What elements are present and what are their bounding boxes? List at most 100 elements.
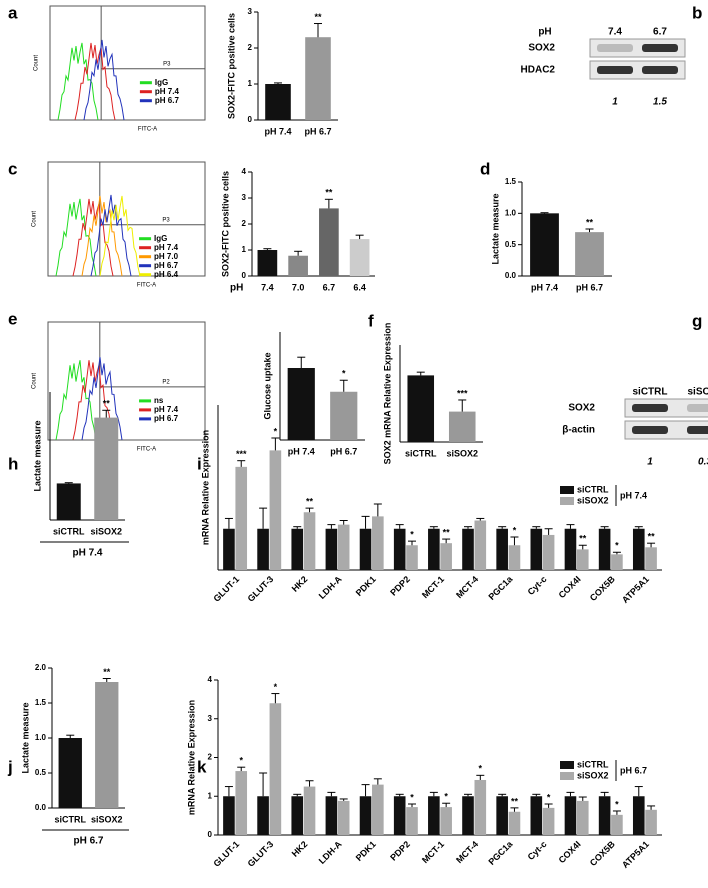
group-label: pH 6.7 bbox=[73, 836, 103, 847]
significance: ** bbox=[579, 534, 587, 544]
significance: * bbox=[239, 756, 243, 766]
y-tick-label: 2 bbox=[242, 219, 247, 228]
bar bbox=[611, 814, 623, 835]
y-axis-label: mRNA Relative Expression bbox=[200, 430, 210, 545]
y-tick-label: 1.5 bbox=[35, 698, 47, 707]
bar bbox=[372, 516, 384, 570]
y-tick-label: 1 bbox=[242, 245, 247, 254]
x-tick-label: 7.0 bbox=[292, 282, 305, 292]
x-tick-label: pH 6.7 bbox=[576, 282, 603, 292]
x-tick-label: 6.4 bbox=[353, 282, 366, 292]
bar bbox=[530, 528, 543, 570]
quantification: 1 bbox=[647, 457, 653, 468]
bar bbox=[359, 796, 372, 835]
significance: * bbox=[444, 792, 448, 802]
legend-label: pH 6.4 bbox=[154, 270, 179, 279]
significance: * bbox=[547, 792, 551, 802]
gate-label: P3 bbox=[162, 217, 170, 223]
y-axis-label: Lactate measure bbox=[20, 702, 30, 773]
bar bbox=[462, 796, 474, 835]
bar bbox=[303, 512, 316, 570]
y-tick-label: 1 bbox=[208, 791, 213, 800]
bar bbox=[393, 796, 406, 835]
bar bbox=[393, 528, 406, 570]
legend-label: siSOX2 bbox=[577, 770, 609, 780]
panel-label: d bbox=[480, 159, 490, 178]
bar bbox=[428, 796, 440, 835]
bar bbox=[58, 738, 82, 808]
bar bbox=[645, 809, 657, 835]
bar bbox=[576, 800, 589, 835]
x-tick-label: 7.4 bbox=[261, 282, 274, 292]
bar bbox=[291, 796, 304, 835]
panel-label: b bbox=[692, 3, 702, 22]
bar bbox=[235, 771, 248, 835]
bar bbox=[288, 255, 308, 276]
x-tick-label: COX4I bbox=[557, 574, 583, 600]
histogram-curve bbox=[72, 360, 114, 441]
bar bbox=[56, 483, 81, 520]
legend-label: IgG bbox=[154, 234, 167, 243]
significance: ** bbox=[314, 12, 322, 22]
significance: * bbox=[615, 799, 619, 809]
x-tick-label: COX4I bbox=[557, 839, 583, 865]
bar bbox=[496, 796, 508, 835]
significance: ** bbox=[103, 399, 111, 409]
bar bbox=[598, 796, 611, 835]
y-axis-label: SOX2 mRNA Relative Expression bbox=[382, 323, 392, 465]
y-axis-label: Count bbox=[34, 55, 40, 71]
bar bbox=[611, 554, 623, 570]
row-label: SOX2 bbox=[528, 43, 555, 54]
bar bbox=[330, 391, 358, 440]
bar bbox=[474, 779, 487, 835]
y-tick-label: 0 bbox=[208, 830, 213, 839]
bar bbox=[440, 543, 452, 570]
bar bbox=[223, 528, 235, 570]
row-label: β-actin bbox=[562, 425, 595, 436]
legend-label: pH 7.0 bbox=[154, 252, 179, 261]
x-tick-label: LDH-A bbox=[317, 839, 344, 866]
panel-label: e bbox=[8, 309, 17, 328]
significance: ** bbox=[306, 497, 314, 507]
x-axis-label: FITC-A bbox=[138, 127, 157, 133]
y-axis-label: SOX2-FITC positive cells bbox=[226, 13, 236, 119]
legend-label: IgG bbox=[155, 78, 168, 87]
x-tick-label: siSOX2 bbox=[90, 526, 122, 536]
significance: ** bbox=[648, 532, 656, 542]
bar bbox=[269, 703, 282, 835]
bar bbox=[530, 213, 559, 276]
significance: * bbox=[410, 792, 414, 802]
blot-band bbox=[687, 404, 708, 412]
x-axis-label: FITC-A bbox=[137, 283, 156, 289]
bar bbox=[406, 545, 418, 570]
panel-label: i bbox=[197, 454, 202, 473]
row-label: SOX2 bbox=[568, 403, 595, 414]
y-axis-label: Glucose uptake bbox=[262, 352, 272, 419]
significance: * bbox=[410, 530, 414, 540]
bar bbox=[496, 528, 508, 570]
histogram-curve bbox=[99, 195, 141, 277]
x-tick-label: PGC1a bbox=[486, 573, 515, 602]
histogram-curve bbox=[74, 42, 116, 121]
x-tick-label: PGC1a bbox=[486, 838, 515, 867]
bar bbox=[372, 784, 384, 835]
bar bbox=[564, 528, 577, 570]
legend-label: ns bbox=[154, 396, 164, 405]
bar bbox=[508, 811, 521, 835]
group-label: pH 7.4 bbox=[72, 548, 102, 559]
legend-label: siCTRL bbox=[577, 759, 609, 769]
y-tick-label: 0.0 bbox=[35, 803, 47, 812]
legend-swatch bbox=[560, 761, 574, 769]
bar bbox=[325, 528, 338, 570]
bar bbox=[303, 786, 316, 835]
y-tick-label: 0 bbox=[248, 115, 253, 124]
bar bbox=[325, 796, 338, 835]
significance: ** bbox=[586, 217, 594, 227]
x-tick-label: MCT-1 bbox=[420, 574, 446, 600]
bar bbox=[448, 411, 476, 442]
x-tick-label: pH 7.4 bbox=[288, 446, 315, 456]
plot-frame bbox=[47, 161, 206, 277]
plot-frame bbox=[47, 321, 206, 441]
quantification: 0.3 bbox=[698, 457, 708, 468]
x-tick-label: siCTRL bbox=[405, 448, 437, 458]
